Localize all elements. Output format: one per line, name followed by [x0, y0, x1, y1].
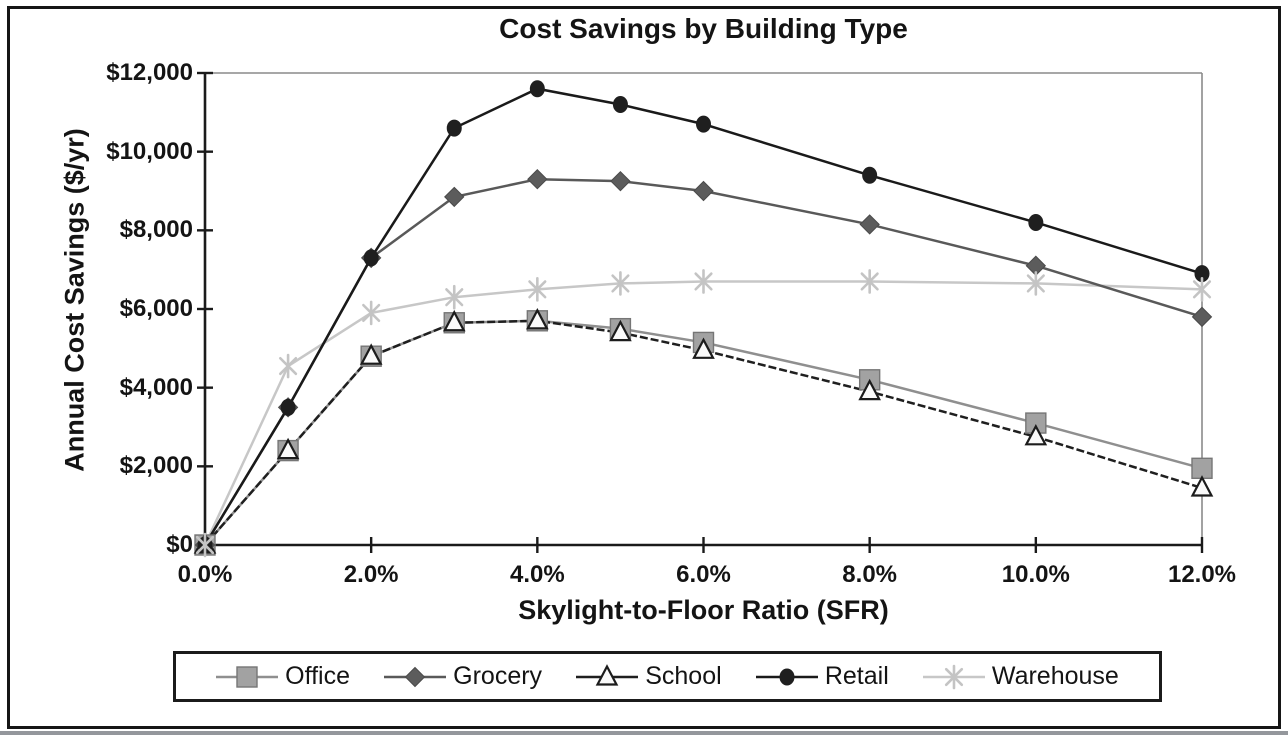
legend-label-retail: Retail — [824, 662, 889, 690]
series-markers-retail — [197, 80, 1210, 554]
legend-item-school: School — [576, 660, 722, 694]
circle-marker-icon — [755, 668, 818, 685]
legend: Office Grocery School Retail Warehouse — [173, 651, 1162, 702]
series-markers-grocery — [194, 168, 1213, 556]
chart-title: Cost Savings by Building Type — [499, 13, 908, 44]
y-tick-label: $8,000 — [119, 216, 193, 244]
y-tick-label: $6,000 — [119, 295, 193, 322]
legend-label-warehouse: Warehouse — [991, 662, 1119, 690]
asterisk-marker-icon — [922, 664, 985, 689]
y-tick-label: $12,000 — [106, 59, 193, 86]
diamond-marker-icon — [384, 666, 447, 687]
x-axis-title: Skylight-to-Floor Ratio (SFR) — [518, 595, 889, 625]
x-tick-label: 6.0% — [676, 561, 731, 588]
legend-item-office: Office — [216, 660, 350, 694]
x-tick-label: 12.0% — [1167, 561, 1237, 588]
x-tick-label: 10.0% — [1001, 561, 1070, 588]
page-bottom-strip — [0, 731, 1288, 735]
legend-item-retail: Retail — [755, 660, 889, 694]
y-tick-label: $4,000 — [119, 373, 193, 401]
x-tick-label: 4.0% — [509, 561, 565, 588]
legend-item-grocery: Grocery — [384, 660, 542, 694]
x-tick-label: 0.0% — [177, 561, 233, 588]
legend-label-office: Office — [285, 662, 350, 690]
y-tick-label: $10,000 — [106, 137, 193, 165]
y-tick-label: $0 — [166, 531, 193, 558]
square-marker-icon — [216, 665, 279, 688]
figure-border — [7, 6, 1281, 729]
legend-label-school: School — [645, 662, 722, 690]
series-markers-warehouse — [195, 269, 1212, 558]
series-markers-school — [193, 307, 1214, 554]
x-tick-label: 2.0% — [343, 561, 399, 588]
x-tick-label: 8.0% — [842, 561, 897, 588]
y-tick-label: $2,000 — [119, 452, 193, 480]
triangle-marker-icon — [576, 663, 639, 686]
legend-label-grocery: Grocery — [453, 662, 543, 690]
legend-item-warehouse: Warehouse — [922, 660, 1119, 694]
